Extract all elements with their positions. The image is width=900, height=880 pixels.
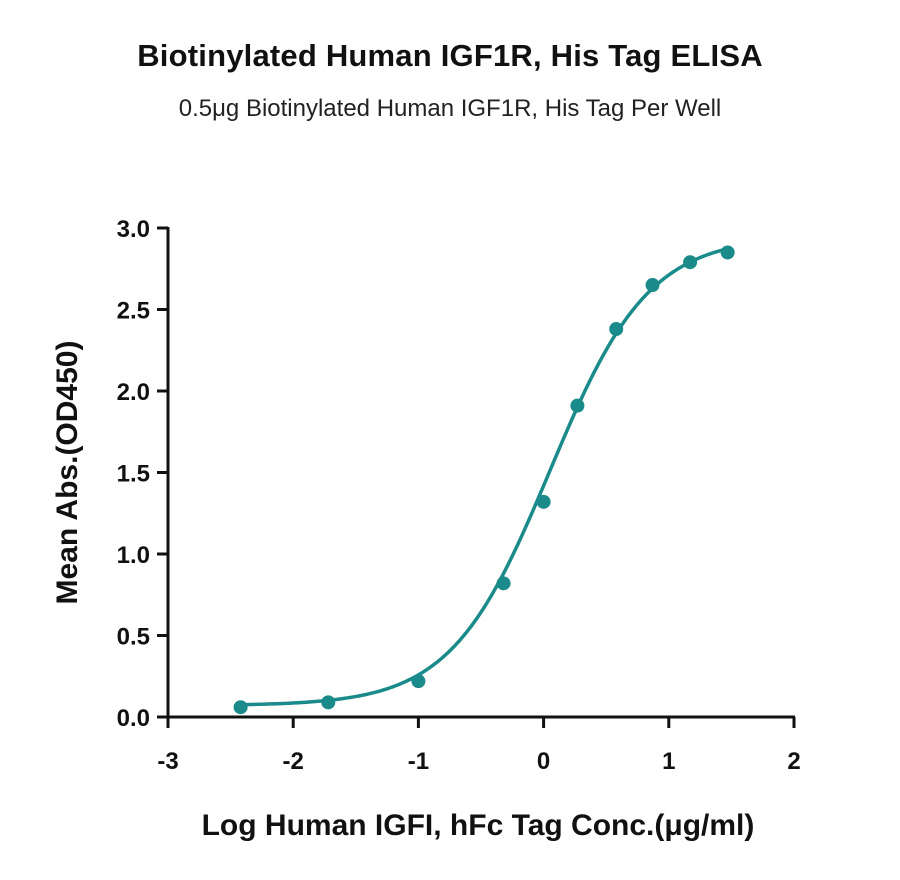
- y-tick-label: 1.0: [117, 542, 150, 569]
- data-point: [683, 255, 698, 270]
- data-points-layer: [233, 245, 735, 715]
- x-tick-label: -1: [408, 748, 429, 775]
- data-point: [321, 695, 336, 710]
- y-axis-title: Mean Abs.(OD450): [51, 341, 84, 605]
- x-axis-title: Log Human IGFI, hFc Tag Conc.(μg/ml): [202, 809, 755, 842]
- x-tick-label: 0: [537, 748, 550, 775]
- y-tick-label: 0.5: [117, 624, 150, 651]
- x-tick-label: 2: [787, 748, 800, 775]
- x-tick-label: -2: [283, 748, 304, 775]
- data-point: [645, 278, 660, 293]
- data-point: [720, 245, 735, 260]
- fit-curve-layer: [240, 246, 729, 707]
- data-point: [496, 576, 511, 591]
- chart-title: Biotinylated Human IGF1R, His Tag ELISA: [137, 38, 763, 73]
- y-tick-label: 2.5: [117, 298, 150, 325]
- fit-curve: [240, 246, 729, 707]
- y-tick-label: 0.0: [117, 705, 150, 732]
- data-point: [233, 700, 248, 715]
- data-point: [609, 322, 624, 337]
- data-point: [536, 494, 551, 509]
- x-tick-label: -3: [157, 748, 178, 775]
- data-point: [570, 398, 585, 413]
- x-tick-label: 1: [662, 748, 675, 775]
- y-tick-label: 3.0: [117, 216, 150, 243]
- chart-subtitle: 0.5μg Biotinylated Human IGF1R, His Tag …: [178, 95, 722, 122]
- axes: -3 -2 -1 0 1 2 0.0 0.5 1.0 1.5 2.0 2.5 3.0: [117, 216, 801, 775]
- data-point: [411, 674, 426, 689]
- y-tick-label: 1.5: [117, 461, 150, 488]
- y-tick-label: 2.0: [117, 379, 150, 406]
